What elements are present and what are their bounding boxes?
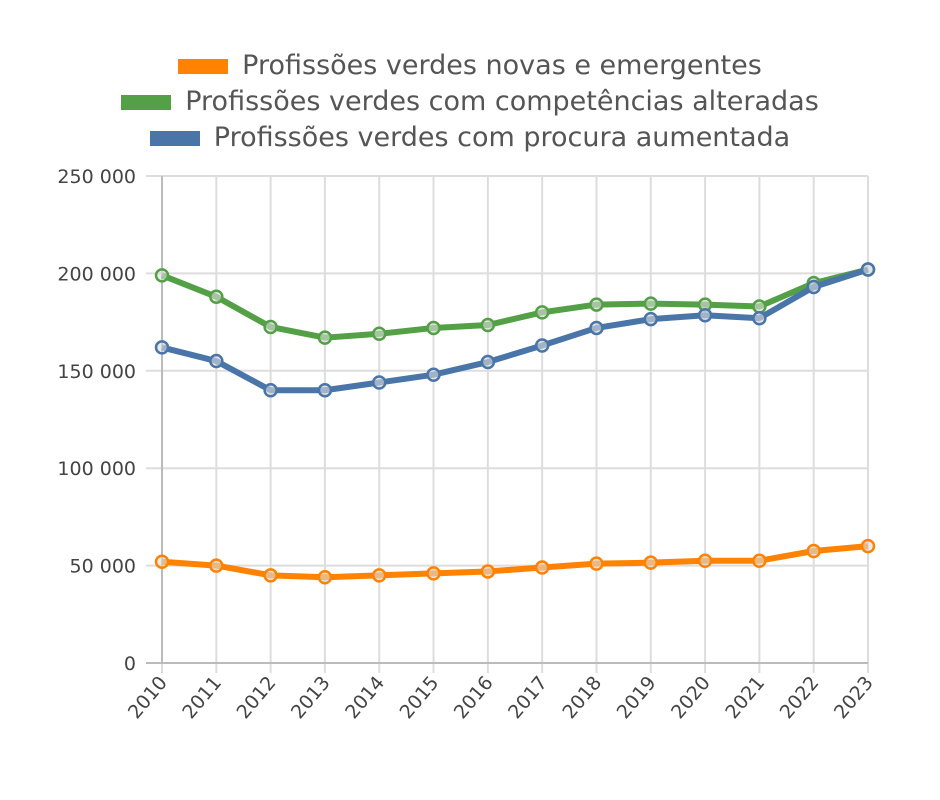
y-tick-label: 250 000 (57, 166, 136, 188)
series-line-1 (160, 266, 869, 341)
data-point (426, 320, 441, 336)
x-tick-label: 2018 (558, 672, 606, 723)
data-point (317, 383, 333, 398)
data-point (209, 558, 224, 573)
legend-swatch (149, 131, 200, 146)
data-point (263, 383, 278, 398)
legend-item-new-emerging[interactable]: Profissões verdes novas e emergentes (0, 50, 940, 81)
data-point (534, 305, 550, 320)
data-point (534, 560, 550, 575)
series-line-0 (161, 543, 869, 581)
legend-swatch (178, 59, 229, 74)
data-point (752, 553, 767, 568)
legend-label: Profissões verdes com competências alter… (185, 86, 819, 117)
data-point (806, 279, 821, 295)
data-point (263, 568, 278, 583)
data-point (697, 308, 713, 323)
x-tick-label: 2021 (721, 672, 769, 723)
y-tick-label: 50 000 (70, 556, 136, 578)
y-tick-label: 200 000 (57, 263, 136, 285)
data-point (643, 296, 659, 311)
data-point (752, 310, 767, 326)
data-point (426, 367, 441, 382)
y-tick-label: 100 000 (57, 458, 136, 480)
x-tick-label: 2013 (287, 672, 335, 723)
data-point (154, 340, 170, 355)
legend-item-increased-demand[interactable]: Profissões verdes com procura aumentada (0, 122, 940, 153)
data-point (317, 330, 333, 345)
data-point (752, 299, 767, 314)
x-tick-label: 2011 (178, 672, 226, 723)
data-point (589, 297, 604, 312)
x-tick-label: 2010 (124, 672, 172, 723)
data-point (860, 538, 876, 554)
x-tick-label: 2017 (504, 672, 552, 723)
data-point (371, 326, 387, 342)
x-tick-label: 2014 (341, 672, 389, 723)
y-tick-label: 0 (124, 653, 136, 675)
data-point (154, 554, 170, 569)
x-tick-label: 2023 (830, 672, 878, 723)
x-tick-label: 2020 (667, 672, 715, 723)
x-tick-label: 2015 (395, 672, 443, 723)
data-point (480, 564, 496, 579)
x-tick-label: 2016 (450, 672, 498, 723)
data-point (589, 556, 604, 571)
data-point (371, 568, 387, 583)
x-tick-label: 2022 (776, 672, 824, 723)
data-point (209, 289, 224, 305)
data-point (209, 353, 224, 369)
data-point (589, 320, 604, 336)
data-point (154, 268, 170, 283)
data-point (697, 553, 713, 568)
data-point (371, 375, 387, 390)
series-line-2 (161, 266, 869, 394)
data-point (480, 354, 496, 370)
data-point (263, 319, 278, 335)
data-point (426, 566, 441, 581)
data-point (534, 338, 550, 353)
data-point (480, 317, 496, 333)
x-tick-label: 2019 (613, 672, 661, 723)
y-tick-label: 150 000 (57, 361, 136, 383)
data-point (317, 570, 333, 585)
x-tick-label: 2012 (233, 672, 281, 723)
legend-label: Profissões verdes com procura aumentada (213, 122, 791, 153)
data-point (643, 555, 659, 570)
data-point (806, 543, 821, 559)
legend-label: Profissões verdes novas e emergentes (242, 50, 762, 81)
legend-swatch (121, 95, 172, 110)
data-point (860, 262, 876, 277)
legend-item-altered-skills[interactable]: Profissões verdes com competências alter… (0, 86, 940, 117)
data-point (643, 311, 659, 327)
